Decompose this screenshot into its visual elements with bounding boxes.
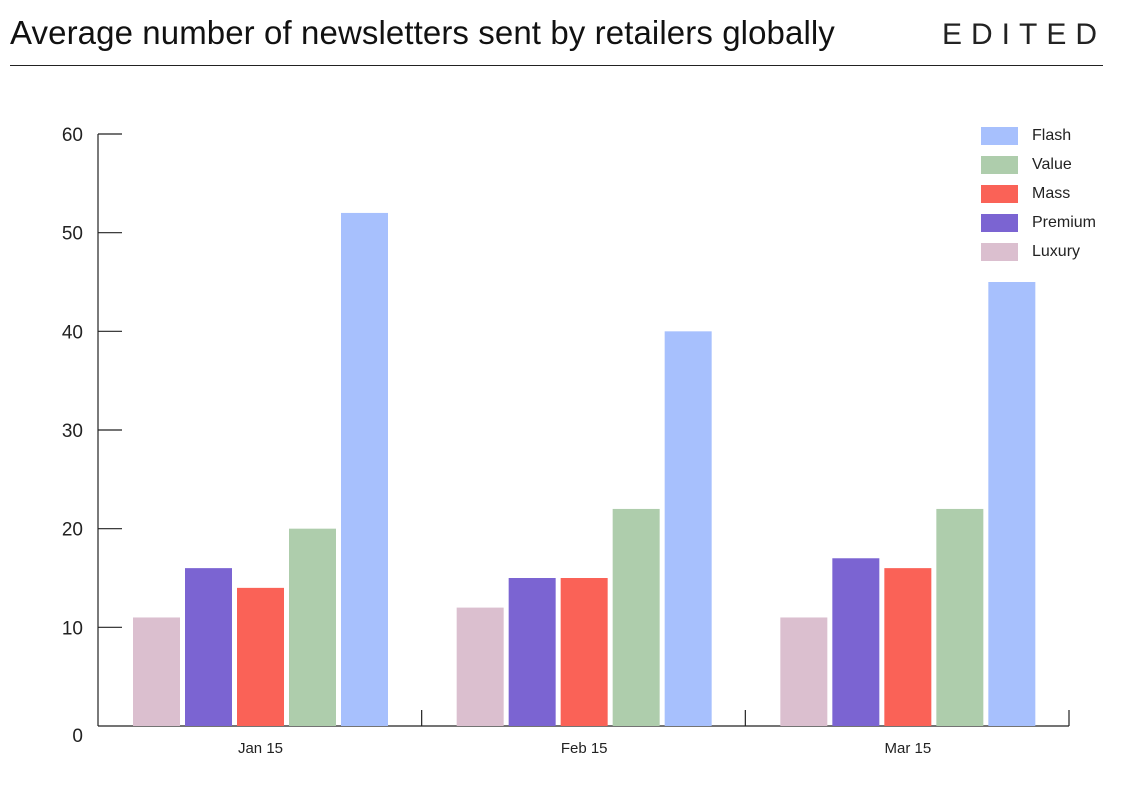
- bar-premium: [832, 558, 880, 726]
- legend-item: Premium: [981, 208, 1096, 237]
- y-tick-label: 20: [62, 520, 83, 541]
- bar-value: [612, 508, 660, 726]
- bar-mass: [237, 587, 284, 726]
- legend-label: Luxury: [1032, 242, 1081, 260]
- x-tick-label: Jan 15: [238, 740, 283, 757]
- y-tick-label: 0: [72, 726, 83, 747]
- y-tick-label: 50: [62, 224, 83, 245]
- bar-flash: [988, 282, 1036, 726]
- x-tick-label: Mar 15: [884, 740, 931, 757]
- y-tick-label: 10: [62, 618, 83, 639]
- bar-flash: [664, 331, 712, 726]
- bar-luxury: [456, 607, 504, 726]
- bar-luxury: [133, 617, 180, 726]
- legend-swatch: [981, 213, 1018, 232]
- title-underline: [10, 65, 1103, 66]
- y-tick-label: 30: [62, 421, 83, 442]
- legend: Flash Value Mass Premium Luxury: [981, 121, 1096, 266]
- legend-item: Value: [981, 150, 1096, 179]
- legend-swatch: [981, 184, 1018, 203]
- bar-flash: [341, 212, 388, 726]
- bar-value: [289, 528, 336, 726]
- chart-title: Average number of newsletters sent by re…: [10, 14, 835, 51]
- bar-mass: [884, 568, 932, 726]
- legend-item: Flash: [981, 121, 1096, 150]
- legend-swatch: [981, 155, 1018, 174]
- brand-logo: EDITED: [941, 18, 1106, 51]
- legend-item: Mass: [981, 179, 1096, 208]
- bar-value: [936, 508, 984, 726]
- legend-label: Value: [1032, 155, 1072, 173]
- y-tick-label: 40: [62, 322, 83, 343]
- y-tick-label: 60: [62, 125, 83, 146]
- legend-label: Premium: [1032, 213, 1097, 231]
- legend-swatch: [981, 242, 1018, 261]
- x-tick-label: Feb 15: [561, 740, 608, 757]
- legend-label: Flash: [1032, 126, 1072, 144]
- bar-luxury: [780, 617, 828, 726]
- bar-premium: [508, 578, 556, 726]
- bar-mass: [560, 578, 608, 726]
- legend-label: Mass: [1032, 184, 1071, 202]
- bar-premium: [185, 568, 232, 726]
- legend-item: Luxury: [981, 237, 1096, 266]
- axis-labels: 0 10 20 30 40 50 60 Jan 15 Feb 15 Mar 15: [62, 125, 931, 757]
- legend-swatch: [981, 126, 1018, 145]
- bars: [133, 212, 1036, 726]
